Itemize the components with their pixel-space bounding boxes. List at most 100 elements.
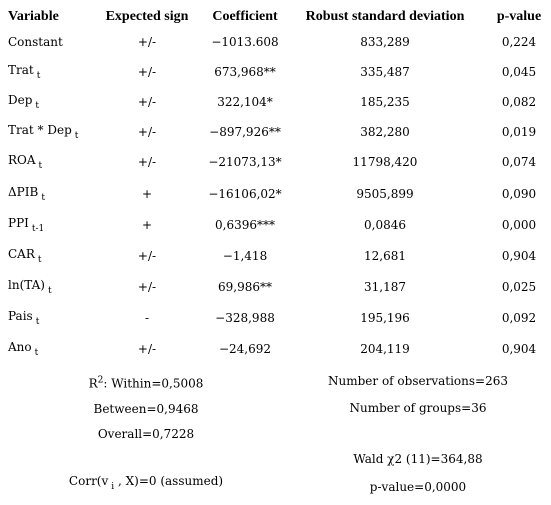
cell-text: −897,926**: [209, 125, 281, 139]
variable-name: Pais: [8, 309, 33, 323]
stat-text: Number of groups=36: [349, 401, 487, 415]
header-text: Robust standard deviation: [305, 9, 465, 24]
header-text: Variable: [8, 9, 59, 24]
column-header: Variable: [8, 9, 59, 25]
cell-text: +/-: [137, 280, 157, 294]
footer-stat: Corr(v i , X)=0 (assumed): [69, 474, 223, 492]
table-cell: +/-: [138, 280, 156, 294]
variable-name: Ano: [8, 340, 32, 354]
cell-text: 0,224: [501, 35, 537, 49]
variable-name: ΔPIB: [8, 185, 39, 199]
table-cell: 69,986**: [218, 280, 272, 294]
cell-text: −16106,02*: [208, 187, 282, 201]
table-cell: −328,988: [215, 311, 275, 325]
variable-name: ROA: [8, 153, 36, 167]
cell-text: 0,000: [501, 218, 537, 232]
variable-subscript: t: [38, 161, 43, 171]
stat-superscript: 2: [97, 375, 104, 386]
variable-name: Dep: [8, 93, 33, 107]
cell-text: +/-: [137, 65, 157, 79]
cell-text: +/-: [137, 342, 157, 356]
cell-text: 0,025: [501, 280, 537, 294]
cell-text: 11798,420: [352, 155, 418, 169]
table-cell: 0,904: [502, 342, 536, 356]
cell-text: 0,045: [501, 65, 537, 79]
cell-text: 322,104*: [217, 95, 273, 109]
variable-subscript: t: [35, 317, 40, 327]
cell-text: 335,487: [360, 65, 410, 79]
footer-stat: Overall=0,7228: [98, 427, 194, 441]
variable-subscript: t: [34, 348, 39, 358]
table-cell: +/-: [138, 155, 156, 169]
variable-name: Constant: [8, 35, 63, 49]
variable-name: Trat: [8, 63, 34, 77]
cell-text: −328,988: [215, 311, 275, 325]
cell-text: 0,0846: [364, 218, 406, 232]
cell-text: 833,289: [360, 35, 410, 49]
table-cell: 382,280: [360, 125, 410, 139]
stat-text: : Within=0,5008: [103, 376, 204, 391]
variable-cell: PPI t-1: [8, 216, 44, 234]
table-cell: 0,074: [502, 155, 536, 169]
header-text: Expected sign: [105, 9, 189, 24]
variable-subscript: t-1: [31, 224, 45, 234]
footer-stat: Between=0,9468: [94, 402, 199, 416]
variable-cell: Constant: [8, 35, 63, 49]
table-cell: 0,082: [502, 95, 536, 109]
variable-cell: Trat t: [8, 63, 40, 81]
table-cell: −1013.608: [211, 35, 278, 49]
cell-text: -: [144, 311, 150, 325]
table-cell: −1,418: [223, 249, 267, 263]
cell-text: 69,986**: [218, 280, 272, 294]
table-cell: +/-: [138, 125, 156, 139]
variable-subscript: t: [74, 131, 79, 141]
table-cell: 11798,420: [353, 155, 418, 169]
table-cell: −24,692: [219, 342, 271, 356]
cell-text: 204,119: [360, 342, 410, 356]
variable-cell: Dep t: [8, 93, 39, 111]
table-cell: +: [142, 187, 152, 201]
table-cell: -: [145, 311, 149, 325]
variable-name: ln(TA): [8, 278, 45, 292]
cell-text: +/-: [137, 35, 157, 49]
cell-text: 0,904: [501, 249, 537, 263]
stat-text: , X)=0 (assumed): [114, 474, 224, 488]
cell-text: 0,6396***: [215, 218, 275, 232]
cell-text: +/-: [137, 125, 157, 139]
variable-name: CAR: [8, 247, 35, 261]
table-cell: 0,045: [502, 65, 536, 79]
stat-subscript: i: [111, 482, 115, 492]
table-cell: +/-: [138, 342, 156, 356]
cell-text: −24,692: [218, 342, 272, 356]
cell-text: 0,082: [501, 95, 537, 109]
table-cell: −21073,13*: [208, 155, 281, 169]
cell-text: 0,090: [501, 187, 537, 201]
table-cell: 0,0846: [364, 218, 406, 232]
table-cell: 0,000: [502, 218, 536, 232]
variable-subscript: t: [41, 193, 45, 203]
table-cell: 0,904: [502, 249, 536, 263]
cell-text: 195,196: [360, 311, 410, 325]
table-cell: 31,187: [364, 280, 406, 294]
table-cell: +: [142, 218, 152, 232]
variable-cell: Pais t: [8, 309, 39, 327]
cell-text: −21073,13*: [208, 155, 282, 169]
column-header: Coefficient: [212, 9, 277, 25]
column-header: Expected sign: [106, 9, 189, 25]
stat-text: Number of observations=263: [328, 374, 508, 388]
variable-cell: ln(TA) t: [8, 278, 52, 296]
variable-subscript: t: [47, 286, 52, 296]
cell-text: 9505,899: [356, 187, 414, 201]
stat-text: Wald χ2 (11)=364,88: [353, 452, 483, 466]
table-cell: 0,025: [502, 280, 536, 294]
table-cell: 204,119: [360, 342, 410, 356]
variable-cell: ΔPIB t: [8, 185, 45, 203]
variable-subscript: t: [36, 71, 41, 81]
table-cell: 0,090: [502, 187, 536, 201]
variable-cell: Trat * Dep t: [8, 123, 78, 141]
cell-text: 31,187: [364, 280, 406, 294]
cell-text: 12,681: [364, 249, 406, 263]
table-cell: 322,104*: [217, 95, 273, 109]
footer-stat: Wald χ2 (11)=364,88: [353, 452, 482, 466]
